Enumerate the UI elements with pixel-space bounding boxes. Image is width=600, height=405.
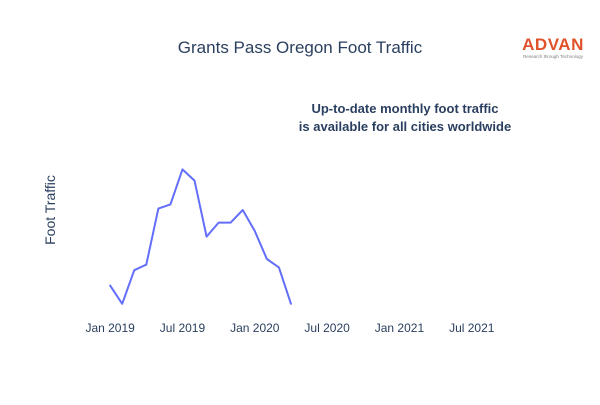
annotation-line-1: Up-to-date monthly foot traffic: [311, 101, 498, 116]
chart-title: Grants Pass Oregon Foot Traffic: [178, 38, 423, 57]
data-point-10[interactable]: [216, 220, 222, 226]
plot-area: Jan 2019 Jul 2019 Jan 2020 Jul 2020 Jan 2021…: [85, 166, 495, 335]
data-point-3[interactable]: [131, 267, 137, 273]
series-line: [109, 168, 292, 305]
data-point-6[interactable]: [167, 201, 173, 207]
data-point-14[interactable]: [264, 256, 270, 262]
data-point-16[interactable]: [288, 301, 294, 307]
data-point-7[interactable]: [179, 166, 185, 172]
advan-logo: ADVAN Research through Technology: [522, 35, 584, 59]
data-point-5[interactable]: [155, 206, 161, 212]
data-point-9[interactable]: [204, 234, 210, 240]
x-axis-ticks: Jan 2019 Jul 2019 Jan 2020 Jul 2020 Jan 2021…: [85, 321, 494, 335]
x-tick-label-3: Jan 2020: [230, 321, 280, 335]
annotation-line-2: is available for all cities worldwide: [299, 119, 511, 134]
advan-logo-tagline: Research through Technology: [523, 54, 583, 59]
chart-annotation: Up-to-date monthly foot traffic is avail…: [299, 101, 511, 134]
data-point-4[interactable]: [143, 262, 149, 268]
data-point-12[interactable]: [240, 207, 246, 213]
x-tick-label-6: Jul 2021: [449, 321, 495, 335]
x-tick-label-4: Jul 2020: [304, 321, 350, 335]
data-point-1[interactable]: [107, 283, 113, 289]
y-axis-label: Foot Traffic: [42, 175, 58, 245]
data-point-8[interactable]: [192, 178, 198, 184]
data-point-11[interactable]: [228, 220, 234, 226]
x-tick-label-2: Jul 2019: [160, 321, 206, 335]
data-point-2[interactable]: [119, 301, 125, 307]
x-tick-label-1: Jan 2019: [85, 321, 135, 335]
advan-logo-wordmark: ADVAN: [522, 35, 584, 54]
data-point-13[interactable]: [252, 228, 258, 234]
data-point-15[interactable]: [276, 264, 282, 270]
x-tick-label-5: Jan 2021: [375, 321, 425, 335]
